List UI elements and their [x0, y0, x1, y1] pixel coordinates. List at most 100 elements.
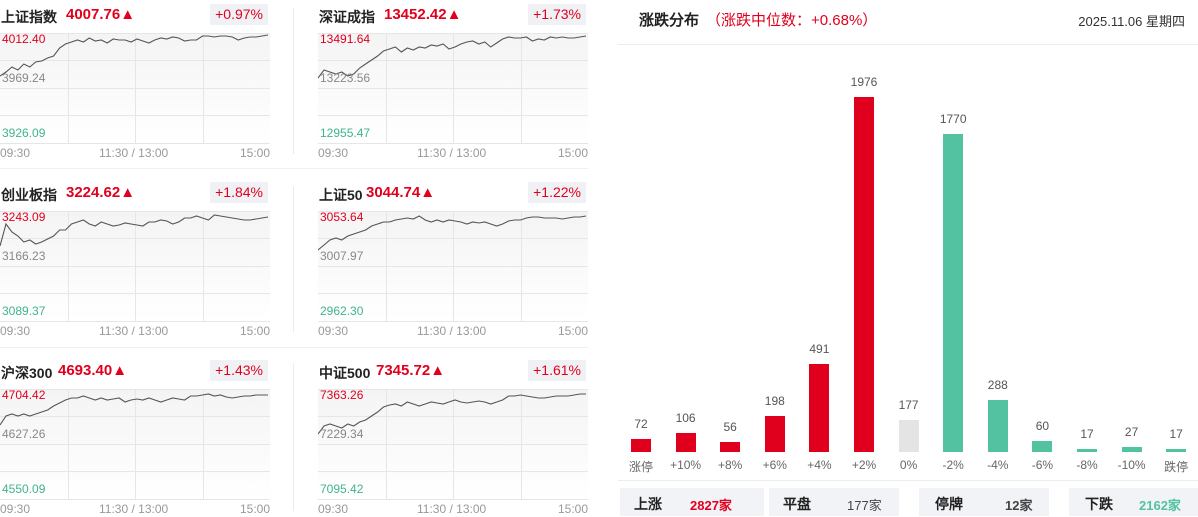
index-change-badge: +0.97%	[210, 4, 268, 25]
distribution-bar[interactable]	[675, 433, 696, 452]
price-line	[318, 35, 587, 79]
divider	[618, 480, 1198, 481]
time-midday-label: 11:30 / 13:00	[99, 324, 169, 338]
bar-category-label: -4%	[987, 458, 1009, 472]
distribution-bar[interactable]	[1166, 449, 1187, 452]
index-card-csi300[interactable]: 沪深300 4693.40▲ +1.43% 4704.42 4627.26 4550.09…	[0, 356, 270, 516]
axis-prev-close-label: 3007.97	[320, 249, 364, 263]
distribution-bar[interactable]	[720, 442, 741, 452]
index-name: 上证50	[319, 187, 363, 203]
intraday-chart-svg	[0, 389, 270, 500]
index-name: 上证指数	[1, 9, 57, 25]
index-change-badge: +1.43%	[210, 360, 268, 381]
index-header: 深证成指 13452.42▲ +1.73%	[318, 3, 588, 25]
bar-category-label: 跌停	[1164, 460, 1189, 474]
summary-value: 2827家	[690, 498, 732, 513]
index-header: 沪深300 4693.40▲ +1.43%	[0, 359, 270, 381]
intraday-chart	[0, 33, 270, 144]
axis-high-label: 4012.40	[2, 32, 46, 46]
axis-high-label: 7363.26	[320, 388, 364, 402]
time-close-label: 15:00	[239, 146, 270, 160]
distribution-bar[interactable]	[1032, 441, 1053, 452]
time-open-label: 09:30	[0, 502, 31, 516]
distribution-bar[interactable]	[898, 420, 919, 452]
axis-prev-close-label: 7229.34	[320, 427, 364, 441]
index-price: 3224.62▲	[66, 184, 136, 201]
bar-value-label: 177	[898, 398, 919, 412]
axis-prev-close-label: 13223.56	[320, 71, 371, 85]
index-name: 中证500	[319, 365, 371, 381]
bar-category-label: +2%	[851, 458, 877, 472]
bar-category-label: -2%	[942, 458, 964, 472]
column-divider	[293, 363, 294, 511]
bar-value-label: 198	[764, 394, 785, 408]
trade-date: 2025.11.06 星期四	[1078, 14, 1185, 29]
price-line	[0, 393, 268, 426]
index-name: 深证成指	[319, 9, 375, 25]
axis-low-label: 7095.42	[320, 482, 364, 496]
axis-low-label: 12955.47	[320, 126, 371, 140]
divider	[618, 44, 1198, 45]
time-midday-label: 11:30 / 13:00	[417, 502, 487, 516]
distribution-bar[interactable]	[1121, 447, 1142, 452]
time-midday-label: 11:30 / 13:00	[99, 146, 169, 160]
axis-low-label: 3926.09	[2, 126, 46, 140]
distribution-bar[interactable]	[809, 364, 830, 452]
median-change: （涨跌中位数：+0.68%）	[706, 12, 878, 29]
index-card-sz-component[interactable]: 深证成指 13452.42▲ +1.73% 13491.64 13223.56 12955…	[318, 0, 588, 160]
bar-value-label: 17	[1169, 427, 1183, 441]
index-header: 中证500 7345.72▲ +1.61%	[318, 359, 588, 381]
bar-category-label: +4%	[807, 458, 832, 472]
bar-value-label: 491	[809, 342, 830, 356]
index-header: 创业板指 3224.62▲ +1.84%	[0, 181, 270, 203]
index-card-csi500[interactable]: 中证500 7345.72▲ +1.61% 7363.26 7229.34 7095.42…	[318, 356, 588, 516]
distribution-title: 涨跌分布	[639, 12, 700, 29]
intraday-chart-svg	[318, 389, 588, 500]
index-card-sh-composite[interactable]: 上证指数 4007.76▲ +0.97% 4012.40 3969.24 3926.09 0…	[0, 0, 270, 160]
summary-label: 下跌	[1085, 496, 1113, 512]
distribution-panel: 涨跌分布 （涨跌中位数：+0.68%） 2025.11.06 星期四 72 涨停 1…	[618, 0, 1198, 517]
axis-prev-close-label: 3166.23	[2, 249, 46, 263]
summary-label: 停牌	[935, 496, 963, 512]
axis-prev-close-label: 3969.24	[2, 71, 46, 85]
intraday-chart-svg	[0, 33, 270, 144]
distribution-bar[interactable]	[987, 400, 1008, 452]
column-divider	[293, 8, 294, 154]
index-card-chinext[interactable]: 创业板指 3224.62▲ +1.84% 3243.09 3166.23 3089.37 0…	[0, 178, 270, 338]
index-card-sse50[interactable]: 上证50 3044.74▲ +1.22% 3053.64 3007.97 2962.30 0…	[318, 178, 588, 338]
distribution-bar[interactable]	[943, 134, 964, 452]
time-close-label: 15:00	[239, 502, 270, 516]
price-line	[318, 215, 587, 251]
axis-low-label: 4550.09	[2, 482, 46, 496]
bar-value-label: 288	[987, 378, 1008, 392]
time-open-label: 09:30	[0, 324, 31, 338]
intraday-chart	[0, 211, 270, 322]
index-name: 沪深300	[1, 365, 53, 381]
bar-value-label: 56	[723, 420, 737, 434]
time-open-label: 09:30	[318, 146, 349, 160]
index-price: 7345.72▲	[376, 362, 446, 379]
distribution-bar[interactable]	[764, 416, 785, 452]
distribution-bar[interactable]	[854, 97, 874, 452]
bar-category-label: +6%	[762, 458, 787, 472]
index-change-badge: +1.61%	[528, 360, 586, 381]
summary-value: 2162家	[1139, 498, 1181, 513]
axis-high-label: 13491.64	[320, 32, 371, 46]
distribution-bar[interactable]	[631, 439, 651, 452]
bar-value-label: 1976	[850, 75, 878, 89]
bar-value-label: 60	[1035, 419, 1050, 433]
time-midday-label: 11:30 / 13:00	[99, 502, 169, 516]
price-line	[0, 34, 269, 77]
axis-prev-close-label: 4627.26	[2, 427, 46, 441]
bar-category-label: -8%	[1076, 458, 1098, 472]
column-divider	[293, 186, 294, 332]
intraday-chart	[318, 211, 588, 322]
bar-category-label: 0%	[899, 458, 918, 472]
intraday-chart-svg	[318, 33, 588, 144]
distribution-bar[interactable]	[1077, 449, 1097, 452]
bar-category-label: +10%	[670, 458, 702, 472]
intraday-chart-svg	[0, 211, 270, 322]
time-close-label: 15:00	[239, 324, 270, 338]
row-divider	[0, 168, 588, 169]
time-midday-label: 11:30 / 13:00	[417, 324, 487, 338]
